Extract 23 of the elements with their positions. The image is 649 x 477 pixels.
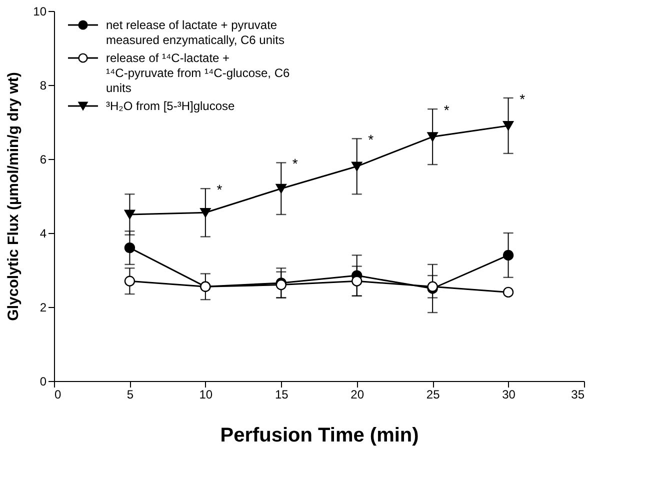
x-tick-label: 30 <box>502 388 516 402</box>
x-axis-title: Perfusion Time (min) <box>220 424 419 446</box>
legend-label: release of ¹⁴C-lactate + ¹⁴C-pyruvate from ¹⁴C-glucose, C6 units <box>106 51 290 95</box>
y-tick-label: 4 <box>40 226 47 240</box>
x-tick-label: 35 <box>571 388 585 402</box>
y-tick-label: 6 <box>40 152 47 166</box>
y-tick-label: 0 <box>40 374 47 388</box>
x-tick-label: 0 <box>54 388 62 402</box>
annotation: * <box>520 90 526 107</box>
y-axis-title: Glycolytic Flux (µmol/min/g dry wt) <box>5 72 22 321</box>
legend-label: ³H₂O from [5-³H]glucose <box>106 99 236 113</box>
x-tick-label: 10 <box>199 388 213 402</box>
annotation: * <box>444 102 450 118</box>
x-tick-label: 15 <box>274 388 289 402</box>
annotation: * <box>292 156 298 172</box>
y-tick-label: 8 <box>40 78 47 92</box>
annotation: * <box>216 182 223 198</box>
x-tick-label: 25 <box>426 388 440 402</box>
annotation: * <box>368 132 374 148</box>
x-tick-label: 5 <box>126 388 134 402</box>
y-tick-label: 10 <box>33 4 47 18</box>
x-tick-label: 20 <box>350 388 364 402</box>
y-tick-label: 2 <box>40 300 47 314</box>
